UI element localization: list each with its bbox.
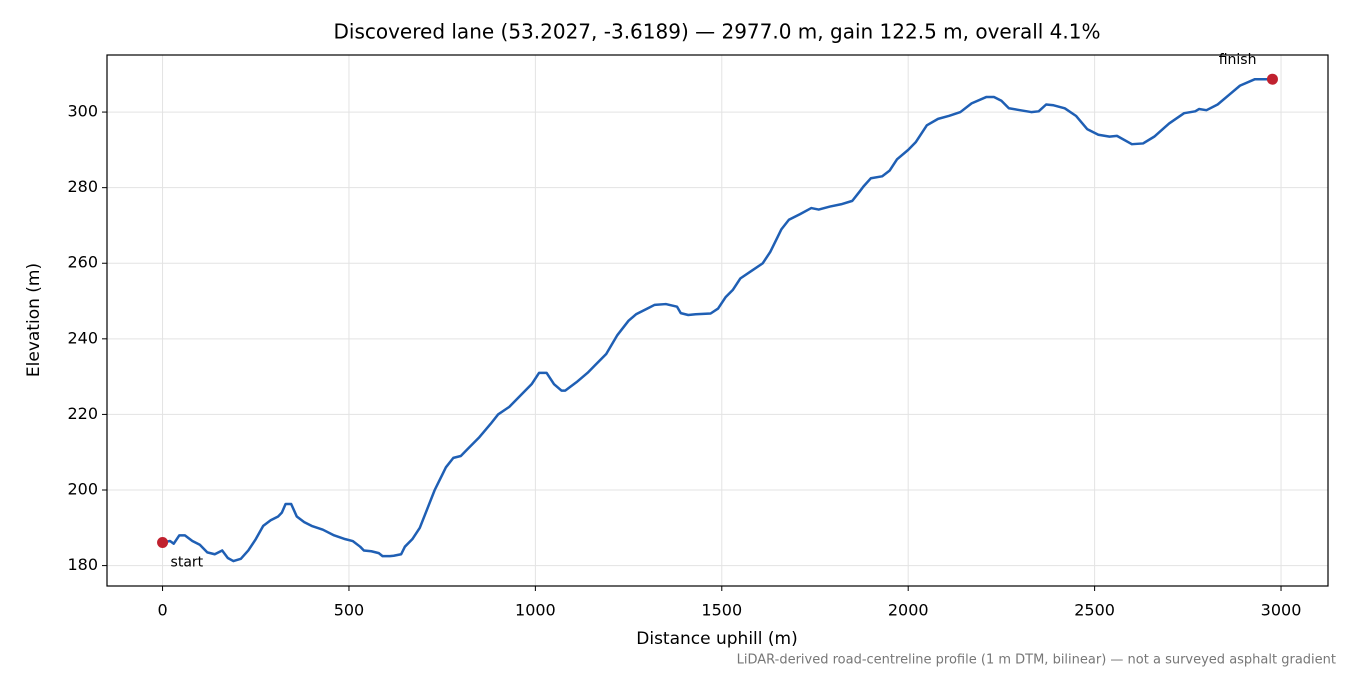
chart-title: Discovered lane (53.2027, -3.6189) — 297…	[333, 20, 1100, 44]
annotation: start	[171, 555, 204, 571]
y-tick-label: 280	[67, 177, 98, 196]
footnote: LiDAR-derived road-centreline profile (1…	[737, 653, 1336, 668]
y-tick-label: 220	[67, 404, 98, 423]
y-tick-label: 240	[67, 328, 98, 347]
x-tick-label: 500	[334, 601, 365, 620]
endpoint-marker	[1266, 73, 1278, 85]
y-tick-label: 180	[67, 555, 98, 574]
annotation: finish	[1219, 52, 1257, 68]
x-tick-label: 3000	[1261, 601, 1302, 620]
plot-frame	[106, 54, 1329, 587]
x-tick-label: 1500	[701, 601, 742, 620]
x-tick-label: 2000	[888, 601, 929, 620]
x-tick-label: 1000	[515, 601, 556, 620]
y-tick-label: 300	[67, 102, 98, 121]
y-tick-label: 200	[67, 480, 98, 499]
x-axis-label: Distance uphill (m)	[636, 629, 797, 649]
endpoint-marker	[157, 537, 169, 549]
y-tick-label: 260	[67, 253, 98, 272]
y-axis-label: Elevation (m)	[24, 263, 44, 377]
elevation-line	[162, 77, 1273, 563]
x-tick-label: 2500	[1074, 601, 1115, 620]
x-tick-label: 0	[157, 601, 167, 620]
